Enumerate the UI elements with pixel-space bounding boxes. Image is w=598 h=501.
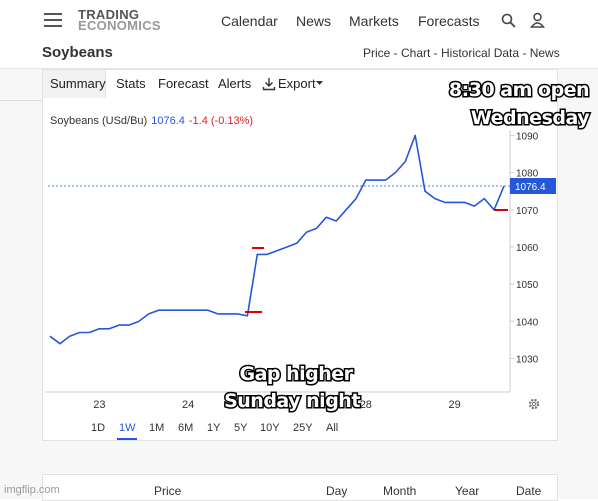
menu-icon[interactable]: [44, 12, 62, 28]
annotation: Gap higher: [239, 363, 353, 385]
divider: [0, 100, 42, 101]
nav-link[interactable]: Markets: [349, 13, 399, 29]
y-tick-label: 1090: [516, 131, 539, 142]
tab[interactable]: Summary: [50, 76, 106, 91]
active-tab-bg: [43, 70, 106, 98]
export-icon: [262, 78, 276, 91]
range-button[interactable]: 6M: [178, 422, 194, 434]
instrument: Soybeans (USd/Bu): [50, 115, 147, 127]
range-button[interactable]: 10Y: [260, 422, 280, 434]
page-title: Soybeans: [42, 44, 113, 61]
price-line: [49, 134, 505, 345]
chart-legend: Soybeans (USd/Bu) 1076.4 -1.4 (-0.13%): [50, 115, 253, 127]
table-header: Price: [154, 484, 182, 498]
table-header: Month: [383, 484, 417, 498]
nav-link[interactable]: News: [296, 13, 332, 29]
annotation: 8:30 am open: [449, 79, 589, 101]
x-tick-label: 24: [182, 399, 194, 411]
chart-panel: [42, 69, 558, 441]
last-price: 1076.4: [151, 115, 185, 127]
sub-header: Soybeans Price - Chart - Historical Data…: [0, 40, 598, 69]
tab[interactable]: Export: [278, 76, 316, 91]
user-icon[interactable]: [530, 12, 545, 28]
annotation: Sunday night: [224, 390, 360, 412]
table-header-row: [42, 474, 558, 501]
y-tick-label: 1050: [516, 280, 539, 291]
x-tick-label: 29: [449, 399, 461, 411]
nav-link[interactable]: Calendar: [221, 13, 278, 29]
breadcrumb[interactable]: Price - Chart - Historical Data - News: [363, 46, 560, 60]
range-button[interactable]: 25Y: [293, 422, 313, 434]
annotation: Wednesday: [471, 107, 590, 129]
x-tick-label: 28: [360, 399, 372, 411]
range-button[interactable]: 1W: [119, 422, 136, 434]
y-tick-label: 1030: [516, 355, 539, 366]
top-nav: TRADING ECONOMICS Calendar News Markets F…: [0, 0, 598, 41]
settings-icon[interactable]: [528, 398, 540, 410]
tab[interactable]: Alerts: [218, 76, 252, 91]
price-tag: [510, 178, 556, 195]
price-tag-label: 1076.4: [515, 182, 546, 193]
logo-bottom: ECONOMICS: [78, 18, 161, 33]
range-button[interactable]: 1M: [149, 422, 165, 434]
range-button[interactable]: 5Y: [234, 422, 248, 434]
watermark: imgflip.com: [4, 484, 60, 496]
range-button[interactable]: 1Y: [207, 422, 221, 434]
y-tick-label: 1080: [516, 169, 539, 180]
plot: 1030 1040 1050 1060 1070 1080 1090 23 24 28 29 1076…: [48, 131, 556, 411]
x-tick-label: 23: [93, 399, 105, 411]
logo[interactable]: TRADING ECONOMICS: [78, 7, 161, 33]
range-button[interactable]: 1D: [91, 422, 106, 434]
nav-link[interactable]: Forecasts: [418, 13, 480, 29]
table-header: Day: [326, 484, 348, 498]
table-header: Date: [516, 484, 542, 498]
table-header: Year: [455, 484, 480, 498]
y-tick-label: 1070: [516, 206, 539, 217]
y-tick-label: 1040: [516, 317, 539, 328]
dropdown-caret: [316, 81, 323, 85]
range-button[interactable]: All: [326, 422, 339, 434]
logo-top: TRADING: [78, 7, 140, 22]
change: -1.4 (-0.13%): [189, 115, 253, 127]
tab[interactable]: Forecast: [158, 76, 209, 91]
tab[interactable]: Stats: [116, 76, 146, 91]
y-tick-label: 1060: [516, 243, 539, 254]
active-range-underline: [117, 438, 137, 440]
search-icon[interactable]: [501, 13, 516, 28]
